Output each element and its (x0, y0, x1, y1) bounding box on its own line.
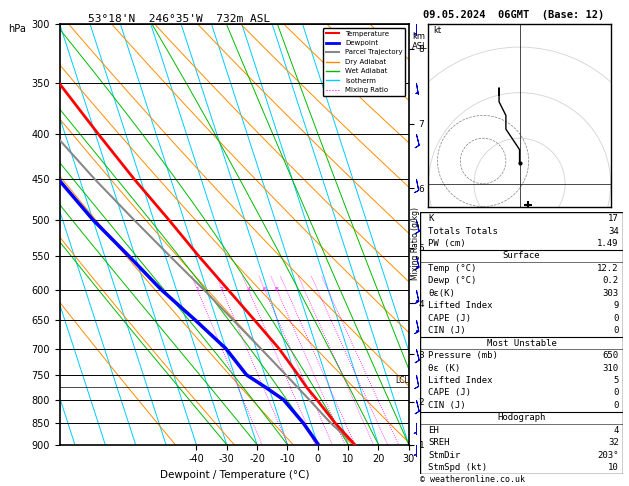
Text: 303: 303 (603, 289, 619, 298)
Text: LCL: LCL (395, 376, 409, 385)
Text: 53°18'N  246°35'W  732m ASL: 53°18'N 246°35'W 732m ASL (88, 14, 270, 24)
Text: K: K (428, 214, 433, 223)
Text: 8: 8 (275, 287, 279, 292)
Text: Hodograph: Hodograph (498, 413, 545, 422)
Text: Mixing Ratio (g/kg): Mixing Ratio (g/kg) (411, 207, 420, 279)
Text: 1.49: 1.49 (597, 239, 619, 248)
Text: Lifted Index: Lifted Index (428, 376, 493, 385)
Text: PW (cm): PW (cm) (428, 239, 466, 248)
Text: Dewp (°C): Dewp (°C) (428, 277, 477, 285)
Text: 32: 32 (608, 438, 619, 447)
Text: CIN (J): CIN (J) (428, 401, 466, 410)
Text: EH: EH (428, 426, 439, 435)
Text: θε (K): θε (K) (428, 364, 460, 372)
Text: 17: 17 (608, 214, 619, 223)
Text: 9: 9 (613, 301, 619, 310)
Text: 310: 310 (603, 364, 619, 372)
Text: 0: 0 (613, 401, 619, 410)
Text: 1: 1 (196, 287, 199, 292)
Text: © weatheronline.co.uk: © weatheronline.co.uk (420, 475, 525, 484)
Text: 203°: 203° (597, 451, 619, 460)
Text: SREH: SREH (428, 438, 450, 447)
Text: 0: 0 (613, 314, 619, 323)
Text: 4: 4 (613, 426, 619, 435)
Text: 6: 6 (263, 287, 267, 292)
Text: 2: 2 (220, 287, 224, 292)
Text: km
ASL: km ASL (412, 32, 428, 51)
Text: CAPE (J): CAPE (J) (428, 314, 471, 323)
Text: Most Unstable: Most Unstable (486, 339, 557, 347)
Text: 12.2: 12.2 (597, 264, 619, 273)
Text: StmDir: StmDir (428, 451, 460, 460)
Text: CIN (J): CIN (J) (428, 326, 466, 335)
Text: 0: 0 (613, 326, 619, 335)
Text: 5: 5 (613, 376, 619, 385)
Text: Pressure (mb): Pressure (mb) (428, 351, 498, 360)
Text: 09.05.2024  06GMT  (Base: 12): 09.05.2024 06GMT (Base: 12) (423, 10, 604, 20)
X-axis label: Dewpoint / Temperature (°C): Dewpoint / Temperature (°C) (160, 470, 309, 480)
Text: kt: kt (433, 26, 441, 35)
Text: 650: 650 (603, 351, 619, 360)
Text: Surface: Surface (503, 251, 540, 260)
Text: 0: 0 (613, 388, 619, 398)
Text: StmSpd (kt): StmSpd (kt) (428, 463, 487, 472)
Text: θε(K): θε(K) (428, 289, 455, 298)
Text: 0.2: 0.2 (603, 277, 619, 285)
Text: Lifted Index: Lifted Index (428, 301, 493, 310)
Text: CAPE (J): CAPE (J) (428, 388, 471, 398)
Text: 4: 4 (247, 287, 250, 292)
Legend: Temperature, Dewpoint, Parcel Trajectory, Dry Adiabat, Wet Adiabat, Isotherm, Mi: Temperature, Dewpoint, Parcel Trajectory… (323, 28, 405, 96)
Text: 34: 34 (608, 226, 619, 236)
Text: 10: 10 (608, 463, 619, 472)
Text: Temp (°C): Temp (°C) (428, 264, 477, 273)
Text: hPa: hPa (8, 24, 26, 34)
Text: Totals Totals: Totals Totals (428, 226, 498, 236)
